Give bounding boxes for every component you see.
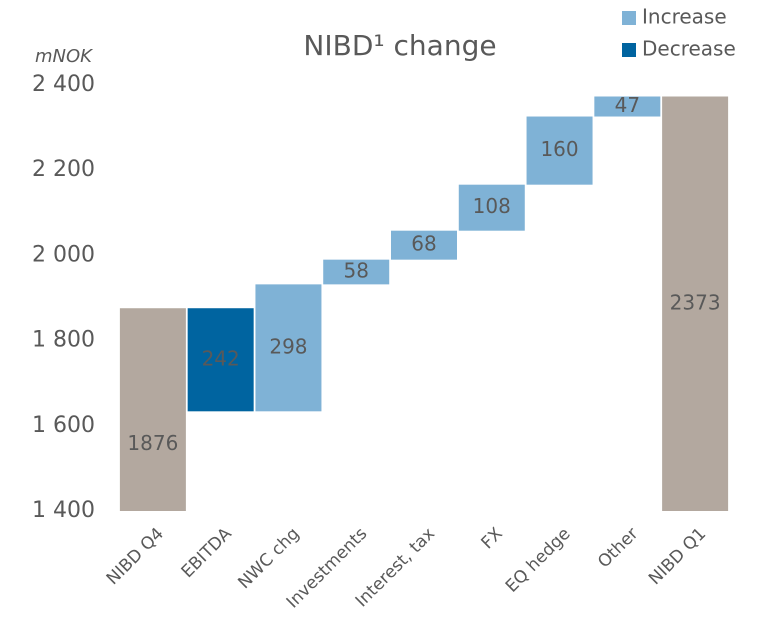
- bar: [255, 284, 322, 412]
- bar: [526, 116, 593, 185]
- data-label: 1876: [127, 431, 178, 455]
- x-tick-label: FX: [478, 524, 508, 554]
- y-tick-label: 1 800: [32, 328, 95, 353]
- data-label: 47: [615, 93, 640, 117]
- x-tick-label: NIBD Q1: [645, 524, 710, 589]
- data-label: 298: [269, 334, 307, 358]
- y-tick-label: 1 400: [32, 498, 95, 523]
- bar: [391, 230, 457, 260]
- legend-label: Increase: [642, 5, 727, 29]
- data-label: 160: [540, 137, 578, 161]
- legend-swatch: [622, 43, 636, 57]
- chart-title: NIBD¹ change: [303, 29, 496, 62]
- bar: [594, 96, 661, 117]
- legend-swatch: [622, 11, 636, 25]
- data-label: 2373: [670, 290, 721, 314]
- y-axis-label: mNOK: [35, 46, 93, 67]
- y-tick-label: 2 400: [32, 72, 95, 97]
- bar: [187, 308, 254, 412]
- data-label: 68: [411, 232, 436, 256]
- x-tick-label: EBITDA: [178, 524, 236, 582]
- legend-label: Decrease: [642, 37, 736, 61]
- bar: [323, 259, 390, 285]
- data-label: 242: [202, 346, 240, 370]
- data-label: 58: [343, 259, 368, 283]
- x-tick-label: EQ hedge: [502, 524, 575, 597]
- data-label: 108: [473, 194, 511, 218]
- x-tick-label: NIBD Q4: [103, 524, 168, 589]
- bar: [662, 96, 729, 511]
- y-tick-label: 2 200: [32, 157, 95, 182]
- bar: [458, 184, 525, 231]
- x-tick-label: Other: [594, 524, 642, 572]
- bar: [119, 308, 186, 511]
- y-tick-label: 1 600: [32, 413, 95, 438]
- y-tick-label: 2 000: [32, 242, 95, 267]
- x-tick-label: NWC chg: [234, 524, 303, 593]
